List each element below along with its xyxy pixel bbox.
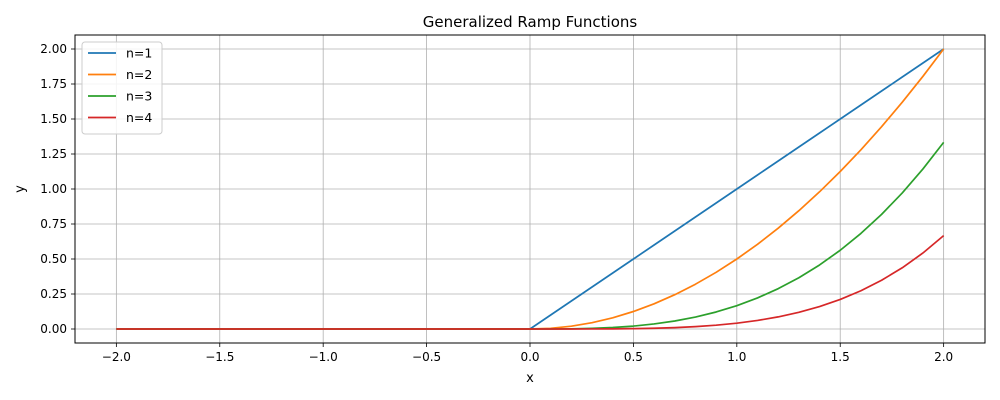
x-tick-label: −1.0: [309, 350, 338, 364]
x-tick-label: −0.5: [412, 350, 441, 364]
y-tick-label: 1.00: [40, 182, 67, 196]
legend-box: [81, 41, 163, 135]
legend-label: n=3: [126, 89, 152, 104]
x-tick-label: 0.0: [520, 350, 539, 364]
x-tick-label: 2.0: [934, 350, 953, 364]
x-tick-label: 1.0: [727, 350, 746, 364]
x-axis: −2.0 −1.5 −1.0 −0.5 0.0 0.5 1.0 1.5 2.0: [102, 343, 953, 364]
chart-title: Generalized Ramp Functions: [423, 13, 638, 31]
y-tick-label: 0.75: [40, 217, 67, 231]
legend-label: n=4: [126, 110, 152, 125]
y-tick-label: 2.00: [40, 42, 67, 56]
x-tick-label: −2.0: [102, 350, 131, 364]
x-tick-label: 0.5: [624, 350, 643, 364]
y-axis-label: y: [13, 185, 28, 193]
y-tick-label: 0.00: [40, 322, 67, 336]
legend-label: n=1: [126, 46, 152, 61]
legend: n=1 n=2 n=3 n=4: [81, 41, 163, 135]
legend-label: n=2: [126, 67, 152, 82]
y-axis: 0.00 0.25 0.50 0.75 1.00 1.25 1.50 1.75 2.00: [40, 42, 75, 336]
series-layer: [116, 48, 945, 330]
series-line-n=4: [116, 235, 945, 330]
y-tick-label: 1.50: [40, 112, 67, 126]
y-tick-label: 0.50: [40, 252, 67, 266]
x-tick-label: 1.5: [831, 350, 850, 364]
y-tick-label: 1.75: [40, 77, 67, 91]
x-tick-label: −1.5: [205, 350, 234, 364]
y-tick-label: 0.25: [40, 287, 67, 301]
x-axis-label: x: [526, 371, 534, 386]
y-tick-label: 1.25: [40, 147, 67, 161]
